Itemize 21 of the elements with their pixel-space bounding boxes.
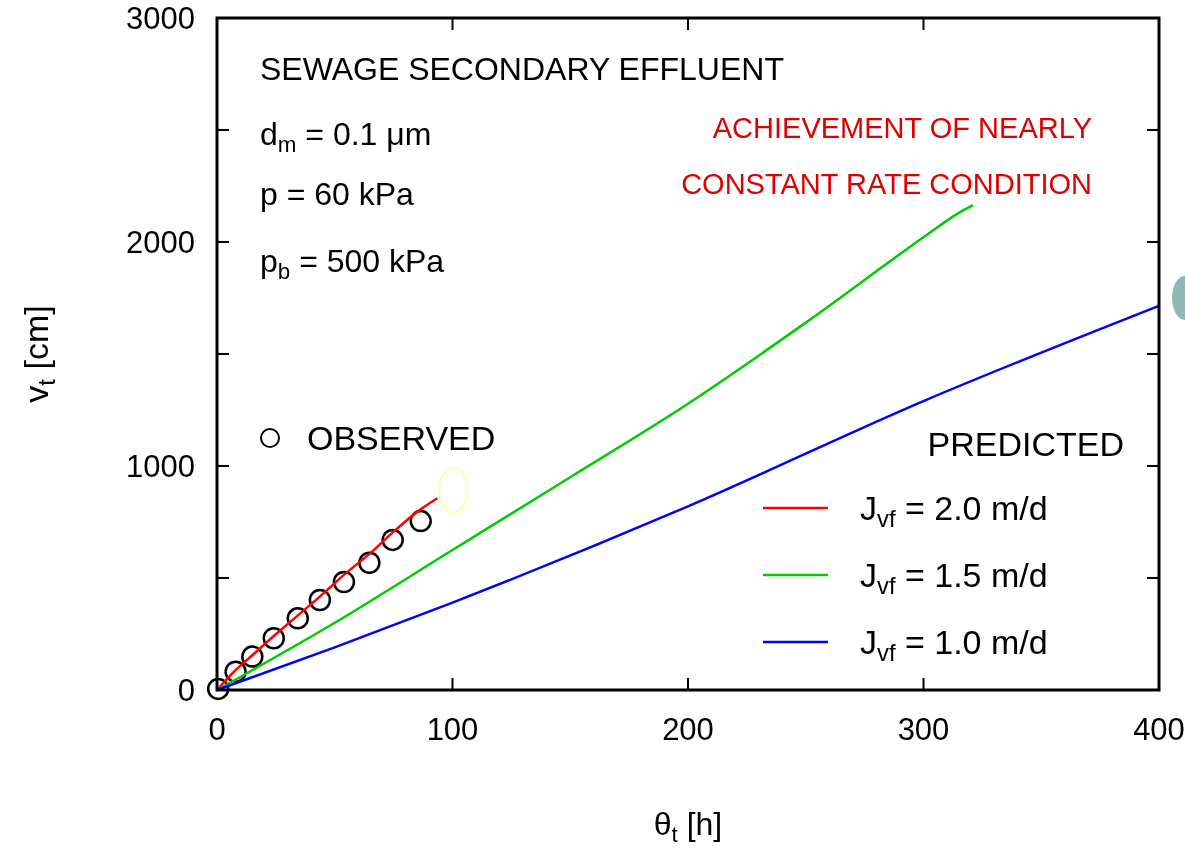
x-tick-label: 400 bbox=[1133, 712, 1185, 747]
y-tick-label: 1000 bbox=[126, 449, 195, 484]
annotation: p$_{b}$ = 500 kPa bbox=[260, 243, 445, 284]
point bbox=[409, 509, 432, 533]
annotation: ACHIEVEMENT OF NEARLY CONSTANT RATE CONDITION bbox=[681, 112, 1092, 200]
x-tick-label: 200 bbox=[662, 712, 714, 747]
x-tick-label: 100 bbox=[426, 712, 479, 747]
y-tick-label: 2000 bbox=[126, 225, 195, 260]
legend-title: PREDICTED bbox=[927, 425, 1124, 463]
x-tick-label: 300 bbox=[897, 712, 950, 747]
legend-label: J$_{vf}$ = 2.0 m/d bbox=[860, 489, 1048, 533]
annotation: SEWAGE SECONDARY EFFLUENT bbox=[260, 51, 784, 87]
x-tick-label: 0 bbox=[208, 712, 226, 747]
legend-label: J$_{vf}$ = 1.5 m/d bbox=[860, 556, 1048, 600]
annotation: p = 60 kPa bbox=[260, 176, 415, 212]
legend-label: J$_{vf}$ = 1.0 m/d bbox=[860, 623, 1048, 667]
annotation: d$_{m}$ = 0.1 μm bbox=[260, 116, 432, 157]
y-tick-label: 3000 bbox=[126, 1, 195, 36]
y-tick-label: 0 bbox=[177, 673, 195, 708]
x-axis-title: θ$_{t}$ [h] bbox=[653, 806, 723, 847]
legend-label: OBSERVED bbox=[307, 419, 496, 457]
